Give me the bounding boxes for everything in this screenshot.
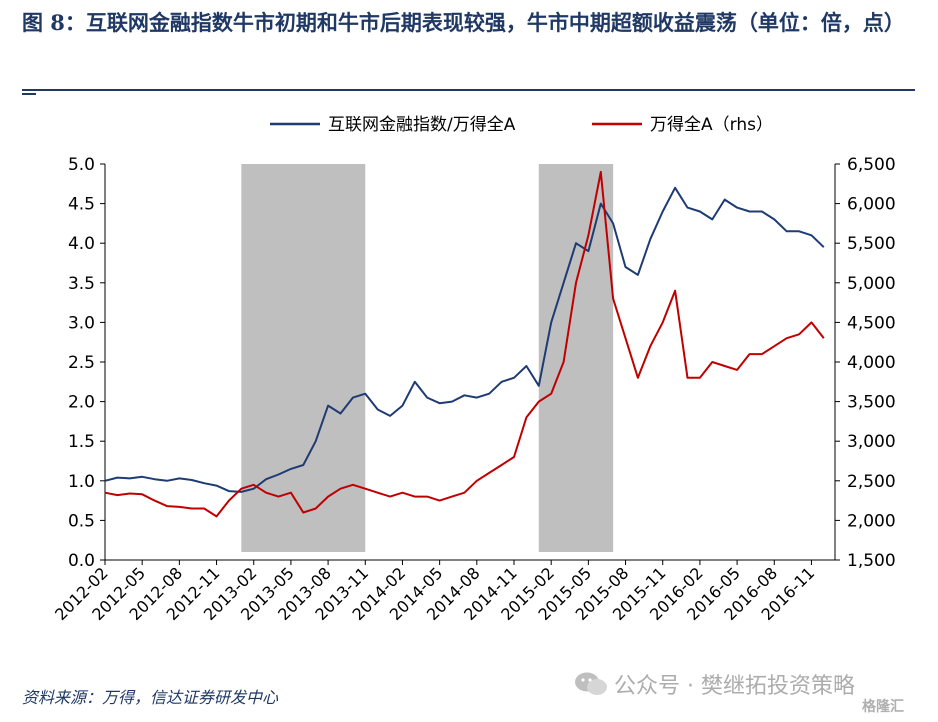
y-left-tick-label: 2.0 (68, 393, 95, 413)
series-line-2 (104, 170, 825, 518)
title-divider-accent (22, 93, 36, 95)
legend-label-1: 互联网金融指数/万得全A (328, 115, 516, 135)
y-right-tick-label: 2,500 (847, 472, 896, 492)
legend: 互联网金融指数/万得全A 万得全A（rhs） (270, 115, 773, 135)
y-right-tick-label: 1,500 (847, 551, 896, 571)
y-right-tick-label: 4,000 (847, 353, 896, 373)
y-left-tick-label: 3.5 (68, 274, 95, 294)
axes: 0.0 0.5 1.0 1.5 2.0 2.5 3.0 3.5 4.0 4.5 5.0 1,500 2,… (51, 155, 896, 624)
title-divider (22, 89, 915, 91)
y-right-tick-label: 3,500 (847, 393, 896, 413)
series-line-1 (104, 186, 825, 493)
y-left-tick-label: 5.0 (68, 155, 95, 175)
shaded-period-1 (241, 164, 366, 552)
y-left-tick-label: 1.0 (68, 472, 95, 492)
y-left-tick-label: 0.5 (68, 511, 95, 531)
y-left-tick-label: 0.0 (68, 551, 95, 571)
wechat-icon (575, 672, 607, 695)
y-right-tick-label: 4,500 (847, 313, 896, 333)
y-right-tick-label: 3,000 (847, 432, 896, 452)
y-right-tick-label: 6,000 (847, 195, 896, 215)
legend-label-2: 万得全A（rhs） (650, 115, 773, 135)
watermark: 公众号 · 樊继拓投资策略 (574, 668, 855, 700)
y-right-tick-label: 5,500 (847, 234, 896, 254)
y-left-tick-label: 2.5 (68, 353, 95, 373)
shaded-period-2 (538, 164, 614, 552)
y-left-tick-label: 4.5 (68, 195, 95, 215)
y-left-tick-label: 4.0 (68, 234, 95, 254)
y-right-tick-label: 2,000 (847, 511, 896, 531)
series-lines (104, 170, 825, 518)
source-note: 资料来源：万得，信达证券研发中心 (22, 688, 279, 707)
chart: 0.0 0.5 1.0 1.5 2.0 2.5 3.0 3.5 4.0 4.5 5.0 1,500 2,… (51, 115, 896, 624)
brand-logo: 格隆汇 (862, 699, 904, 715)
y-right-tick-label: 5,000 (847, 274, 896, 294)
y-left-tick-label: 1.5 (68, 432, 95, 452)
y-right-tick-label: 6,500 (847, 155, 896, 175)
watermark-text: 公众号 · 樊继拓投资策略 (614, 674, 855, 699)
y-left-tick-label: 3.0 (68, 313, 95, 333)
page-title: 图 8：互联网金融指数牛市初期和牛市后期表现较强，牛市中期超额收益震荡（单位：倍… (22, 10, 905, 35)
shaded-periods (241, 164, 614, 552)
